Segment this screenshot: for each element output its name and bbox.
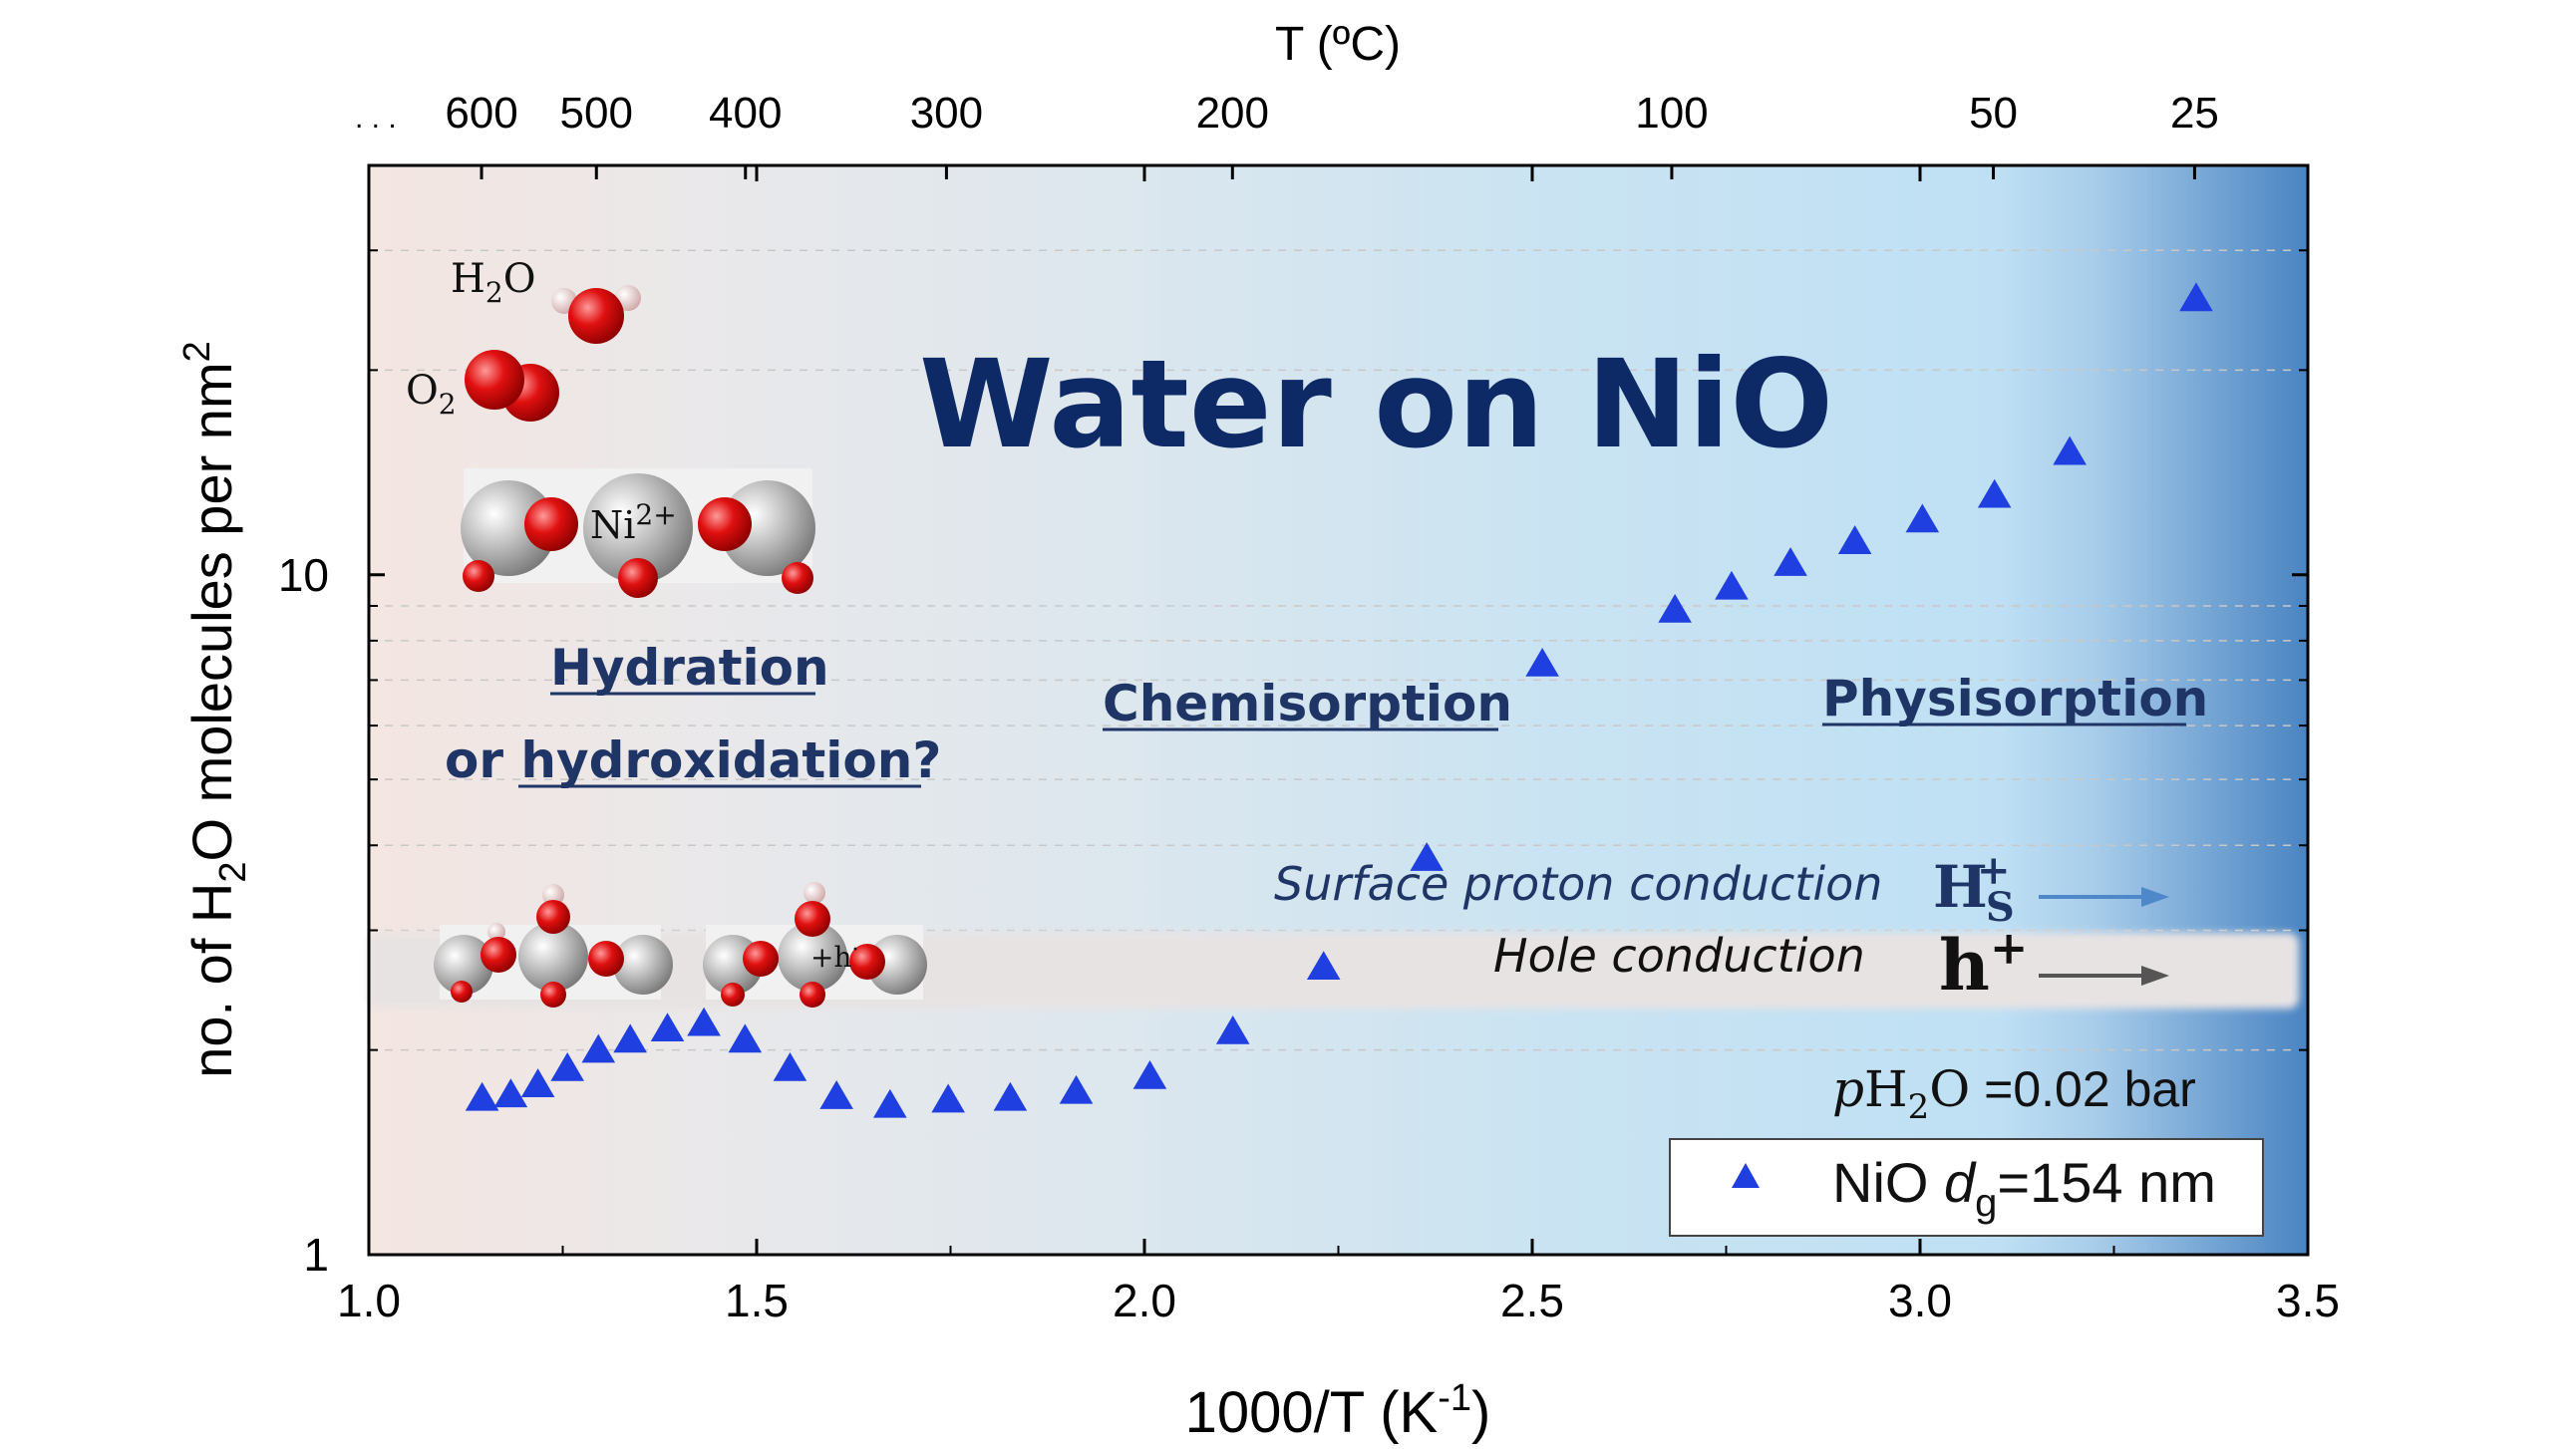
hydroxylated-surface-illustration: [703, 882, 927, 1008]
hydrated-surface-illustration: [434, 884, 673, 1008]
o2-molecule-illustration: [465, 350, 559, 422]
axis-ticks: 1.0 1.5 2.0 2.5 3.0 3.5 1 10 600 500 400 300 200 100 5…: [278, 89, 2340, 1326]
data-point-triangle: [1837, 525, 1872, 554]
data-point-triangle: [1059, 1074, 1094, 1104]
legend-marker: [1732, 1163, 1760, 1188]
top-tick-label: 200: [1196, 89, 1269, 138]
data-points: [465, 282, 2213, 1118]
data-point-triangle: [1215, 1014, 1250, 1044]
h2o-label: H2O: [451, 256, 536, 309]
top-tick-label: 25: [2170, 89, 2219, 138]
surface-proton-conduction-label: Surface proton conduction: [1274, 857, 1882, 911]
x-tick-label: 2.0: [1113, 1275, 1176, 1326]
data-point-triangle: [465, 1081, 499, 1111]
top-tick-label: 300: [910, 89, 983, 138]
hole-label-small: +h·: [810, 938, 859, 974]
data-point-triangle: [493, 1078, 528, 1108]
data-point-triangle: [993, 1081, 1028, 1111]
top-tick-label: 400: [709, 89, 782, 138]
data-point-triangle: [819, 1080, 853, 1109]
data-point-triangle: [581, 1033, 616, 1063]
data-point-triangle: [1905, 503, 1940, 533]
region-label-hydration: Hydration: [550, 639, 829, 697]
top-tick-label: 100: [1635, 89, 1708, 138]
data-point-triangle: [873, 1088, 907, 1118]
region-label-or: or: [445, 731, 520, 789]
y-axis-label: no. of H2O molecules per nm2: [176, 341, 254, 1077]
x-tick-label: 3.5: [2276, 1275, 2340, 1326]
top-tick-label: 600: [445, 89, 517, 138]
x-tick-label: 1.0: [337, 1275, 401, 1326]
data-point-triangle: [728, 1023, 763, 1053]
legend-box: [1669, 1138, 2264, 1237]
region-label-hydroxidation: or hydroxidation?: [445, 731, 941, 789]
x-axis-label: 1000/T (K-1): [1185, 1377, 1491, 1445]
proton-symbol-sup: +: [1977, 847, 2011, 894]
data-point-triangle: [931, 1083, 965, 1113]
plot-background: [369, 165, 2308, 1255]
top-tick-label: 50: [1969, 89, 2018, 138]
proton-arrow: [2039, 887, 2169, 907]
region-label-physisorption: Physisorption: [1822, 670, 2208, 727]
data-point-triangle: [2053, 435, 2087, 465]
hole-arrow: [2039, 966, 2169, 986]
condition-text: pH2O =0.02 bar: [1832, 1060, 2196, 1127]
data-point-triangle: [1658, 593, 1692, 623]
data-point-triangle: [687, 1007, 721, 1036]
chart-title: Water on NiO: [919, 334, 1833, 475]
data-point-triangle: [613, 1023, 647, 1053]
top-tick-label: 500: [560, 89, 633, 138]
data-point-triangle: [773, 1051, 807, 1081]
data-point-triangle: [2179, 282, 2213, 312]
data-point-triangle: [1977, 478, 2012, 508]
data-point-triangle: [1410, 842, 1444, 871]
data-point-triangle: [1525, 647, 1559, 677]
nio-surface-illustration: [461, 468, 815, 598]
x-tick-label: 2.5: [1500, 1275, 1564, 1326]
data-point-triangle: [1715, 570, 1749, 600]
data-point-triangle: [520, 1068, 555, 1097]
x-tick-label: 3.0: [1888, 1275, 1952, 1326]
y-tick-label: 1: [303, 1229, 329, 1281]
proton-symbol: HS: [1933, 853, 2015, 931]
data-point-triangle: [1132, 1059, 1167, 1089]
top-axis-ellipsis: . . .: [355, 102, 397, 135]
x-tick-label: 1.5: [725, 1275, 789, 1326]
legend: NiO dg=154 nm: [1669, 1138, 2264, 1237]
data-point-triangle: [650, 1013, 685, 1041]
legend-label: NiO dg=154 nm: [1832, 1151, 2216, 1225]
hole-conduction-label: Hole conduction: [1493, 929, 1865, 983]
y-tick-label: 10: [278, 549, 329, 601]
top-axis-label: T (ºC): [1275, 18, 1401, 71]
data-point-triangle: [550, 1051, 584, 1081]
data-point-triangle: [1306, 951, 1341, 981]
ni-label: Ni2+: [590, 498, 677, 547]
hole-symbol: h+: [1939, 921, 2028, 1007]
region-label-chemisorption: Chemisorption: [1103, 675, 1512, 732]
region-underlines: [518, 692, 2186, 788]
region-label-hydroxidation-word: hydroxidation?: [520, 731, 941, 789]
o2-label: O2: [406, 368, 457, 421]
h2o-molecule-illustration: [551, 285, 641, 344]
data-point-triangle: [1773, 547, 1807, 576]
